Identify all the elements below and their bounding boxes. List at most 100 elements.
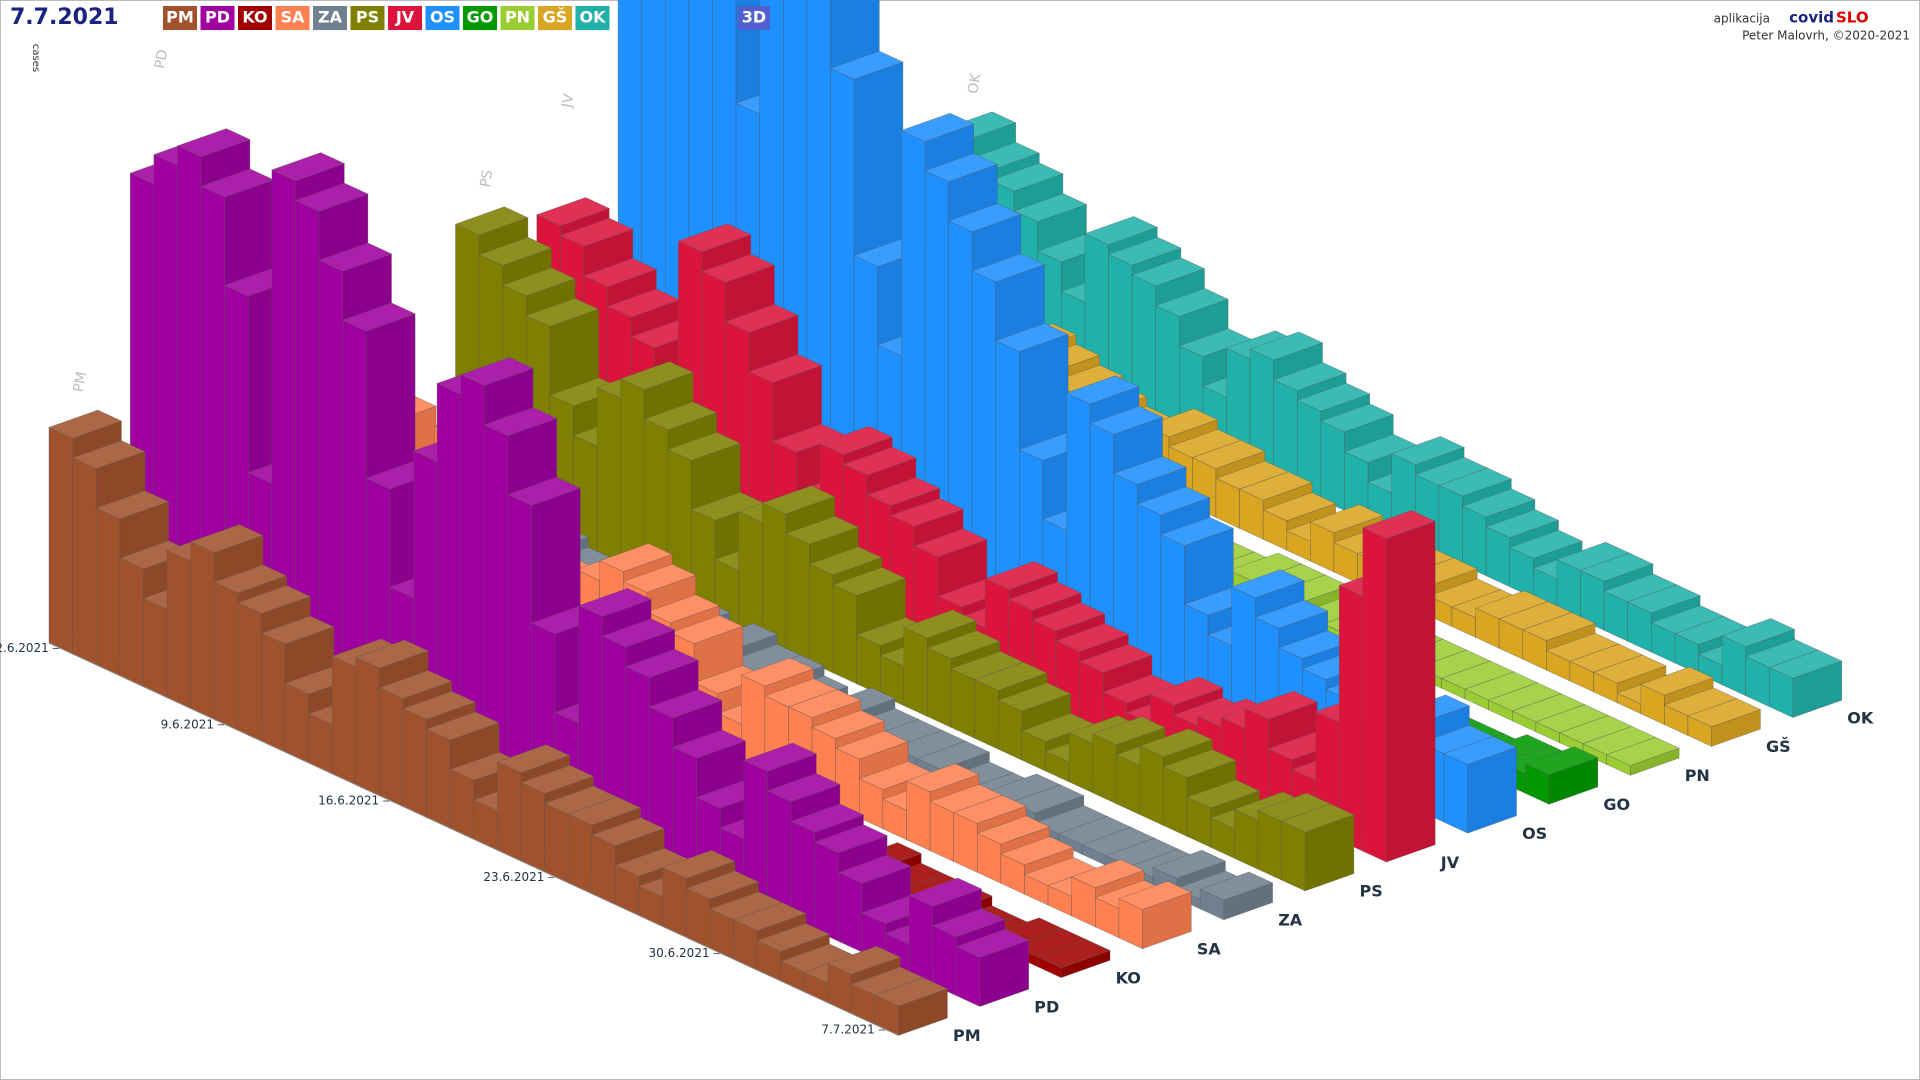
legend-button-bg[interactable] xyxy=(275,6,310,30)
bar-top xyxy=(1136,486,1211,516)
bar-top xyxy=(1078,643,1153,673)
legend-button-bg[interactable] xyxy=(538,6,572,30)
bar-top xyxy=(994,323,1069,352)
bar-top xyxy=(176,128,251,158)
bar-top xyxy=(1149,676,1224,706)
bar-top xyxy=(1031,602,1106,632)
bar xyxy=(1280,803,1355,892)
bar-top xyxy=(1036,939,1111,969)
bar-top xyxy=(790,803,865,833)
bar-top xyxy=(1320,403,1395,433)
bar-top xyxy=(583,258,658,288)
bar-top xyxy=(1272,362,1347,391)
legend-button-bg[interactable] xyxy=(575,6,610,30)
bar-front xyxy=(143,597,168,698)
legend-button-bg[interactable] xyxy=(350,6,385,30)
bar-front xyxy=(814,841,839,942)
bar-top xyxy=(1118,880,1193,910)
bar-top xyxy=(866,477,941,507)
bar-front xyxy=(1163,766,1188,837)
bar-top xyxy=(1055,623,1130,653)
app-name[interactable]: covid xyxy=(1789,9,1834,27)
bar-top xyxy=(890,497,964,527)
back-label: PM xyxy=(71,371,90,394)
bar-top xyxy=(1605,736,1680,766)
legend-button[interactable]: SA xyxy=(281,8,306,27)
bar-top xyxy=(1162,749,1237,778)
bar-front xyxy=(809,563,834,674)
lane-label: JV xyxy=(1440,853,1460,872)
legend-button[interactable]: OK xyxy=(580,8,607,27)
legend-button-bg[interactable] xyxy=(238,6,272,30)
bar-front xyxy=(591,834,616,906)
legend-button[interactable]: PD xyxy=(205,8,230,27)
legend-button-bg[interactable] xyxy=(200,6,235,30)
bar-top xyxy=(525,297,600,327)
legend-button[interactable]: JV xyxy=(395,8,415,27)
bar-front xyxy=(402,708,427,818)
bar-top xyxy=(661,849,736,879)
lane-label: GO xyxy=(1603,795,1630,814)
bar-top xyxy=(785,515,860,545)
legend-button[interactable]: ZA xyxy=(318,8,343,27)
legend-button-bg[interactable] xyxy=(388,6,422,30)
bar-front xyxy=(927,647,952,728)
bar-top xyxy=(787,689,862,719)
bar-front xyxy=(237,602,262,742)
bar-top xyxy=(598,543,673,573)
mode-button[interactable]: 3D xyxy=(742,8,766,27)
legend-button[interactable]: PN xyxy=(505,8,530,27)
bar-top xyxy=(677,223,752,253)
back-label: OK xyxy=(965,72,984,95)
bar-top xyxy=(1000,836,1075,866)
legend-button[interactable]: OS xyxy=(430,8,455,27)
legend-button-bg[interactable] xyxy=(163,6,197,30)
bar-top xyxy=(1010,784,1085,814)
legend-button-bg[interactable] xyxy=(500,6,535,30)
bar-top xyxy=(1522,612,1596,642)
bar xyxy=(1036,939,1111,979)
bar-top xyxy=(1626,584,1701,614)
bar-front xyxy=(1362,527,1387,863)
bar-top xyxy=(496,744,571,774)
legend-button[interactable]: GO xyxy=(467,8,494,27)
legend-button[interactable]: PM xyxy=(166,8,194,27)
bar-top xyxy=(842,446,917,476)
bar-top xyxy=(973,661,1048,691)
bar-front xyxy=(1160,534,1185,703)
back-label: JV xyxy=(559,92,577,110)
bar-front xyxy=(903,626,928,717)
bar-front xyxy=(119,557,144,688)
app-name-suffix[interactable]: SLO xyxy=(1836,9,1869,27)
bar-top xyxy=(1296,382,1371,412)
bar-top xyxy=(1244,690,1318,720)
bar-top xyxy=(976,815,1051,845)
bar-top xyxy=(520,764,595,794)
legend-button-bg[interactable] xyxy=(425,6,460,30)
bar-top xyxy=(454,206,529,236)
bar-top xyxy=(1524,746,1599,776)
lane-label: OK xyxy=(1847,708,1874,727)
bar-top xyxy=(478,236,553,266)
bar-top xyxy=(701,253,776,283)
legend-button-bg[interactable] xyxy=(463,6,497,30)
bar-front xyxy=(284,682,309,764)
legend-button[interactable]: GŠ xyxy=(543,8,568,27)
bar-top xyxy=(1438,467,1513,497)
mode-button-bg[interactable] xyxy=(738,6,770,30)
lane-label: PN xyxy=(1685,766,1710,785)
bar-top xyxy=(601,618,676,648)
legend-button[interactable]: PS xyxy=(356,8,379,27)
bar-front xyxy=(1320,420,1345,511)
bar-top xyxy=(425,711,500,741)
bar-top xyxy=(834,730,909,760)
app-prefix: aplikacija xyxy=(1714,12,1770,26)
back-label: PD xyxy=(152,48,171,70)
bar-top xyxy=(984,561,1059,590)
legend-button-bg[interactable] xyxy=(313,6,347,30)
bar-top xyxy=(819,425,894,455)
legend-button[interactable]: KO xyxy=(242,8,267,27)
bar-top xyxy=(1721,618,1796,648)
